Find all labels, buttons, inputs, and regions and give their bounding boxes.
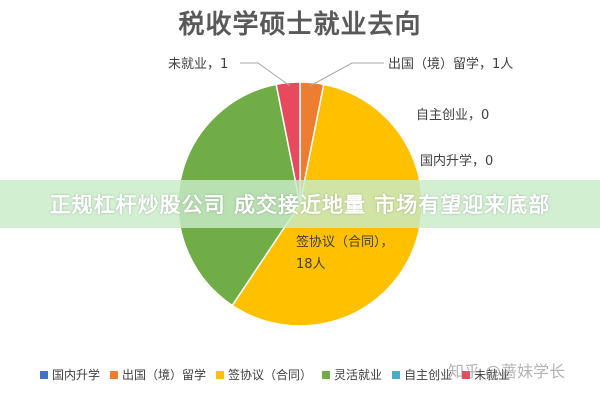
legend-swatch-flexible-employment xyxy=(322,370,331,379)
legend-item-domestic-study: 国内升学 xyxy=(40,366,100,383)
legend-swatch-domestic-study xyxy=(40,370,48,379)
slice-label-domestic-study: 国内升学，0 xyxy=(420,154,494,169)
legend-item-flexible-employment: 灵活就业 xyxy=(322,366,382,383)
slice-label-signed-contract: 签协议（合同），18人 xyxy=(296,232,396,276)
legend-label-domestic-study: 国内升学 xyxy=(52,368,101,382)
chart-title: 税收学硕士就业去向 xyxy=(178,10,422,40)
slice-label-unemployed: 未就业，1 xyxy=(168,57,229,72)
legend-swatch-self-employed xyxy=(392,370,401,379)
overlay-banner[interactable]: 正规杠杆炒股公司 成交接近地量 市场有望迎来底部 xyxy=(0,180,600,228)
legend-item-self-employed: 自主创业 xyxy=(392,366,452,383)
legend-label-signed-contract: 签协议（合同） xyxy=(228,368,313,382)
slice-label-self-employed: 自主创业，0 xyxy=(416,108,490,123)
legend-item-unemployed: 未就业 xyxy=(462,366,510,383)
legend-item-signed-contract: 签协议（合同） xyxy=(216,366,312,383)
legend-label-unemployed: 未就业 xyxy=(474,368,511,382)
leader-line-unemployed xyxy=(240,62,291,87)
legend-swatch-signed-contract xyxy=(216,370,225,379)
leader-line-study-abroad xyxy=(309,62,384,87)
watermark: 知乎 @蔷妹学长 xyxy=(448,362,566,381)
chart-legend: 国内升学 出国（境）留学 签协议（合同） 灵活就业 自主创业 未就业 xyxy=(40,366,560,383)
legend-swatch-unemployed xyxy=(462,370,471,379)
banner-text: 正规杠杆炒股公司 成交接近地量 市场有望迎来底部 xyxy=(49,193,551,217)
legend-label-self-employed: 自主创业 xyxy=(404,368,453,382)
legend-label-study-abroad: 出国（境）留学 xyxy=(122,368,207,382)
slice-label-signed-contract-text: 签协议（合同），18人 xyxy=(296,235,394,272)
legend-label-flexible-employment: 灵活就业 xyxy=(334,368,383,382)
slice-label-study-abroad: 出国（境）留学，1人 xyxy=(388,57,514,72)
legend-swatch-study-abroad xyxy=(110,370,119,379)
pie-slice-unemployed xyxy=(275,81,301,205)
legend-item-study-abroad: 出国（境）留学 xyxy=(110,366,206,383)
